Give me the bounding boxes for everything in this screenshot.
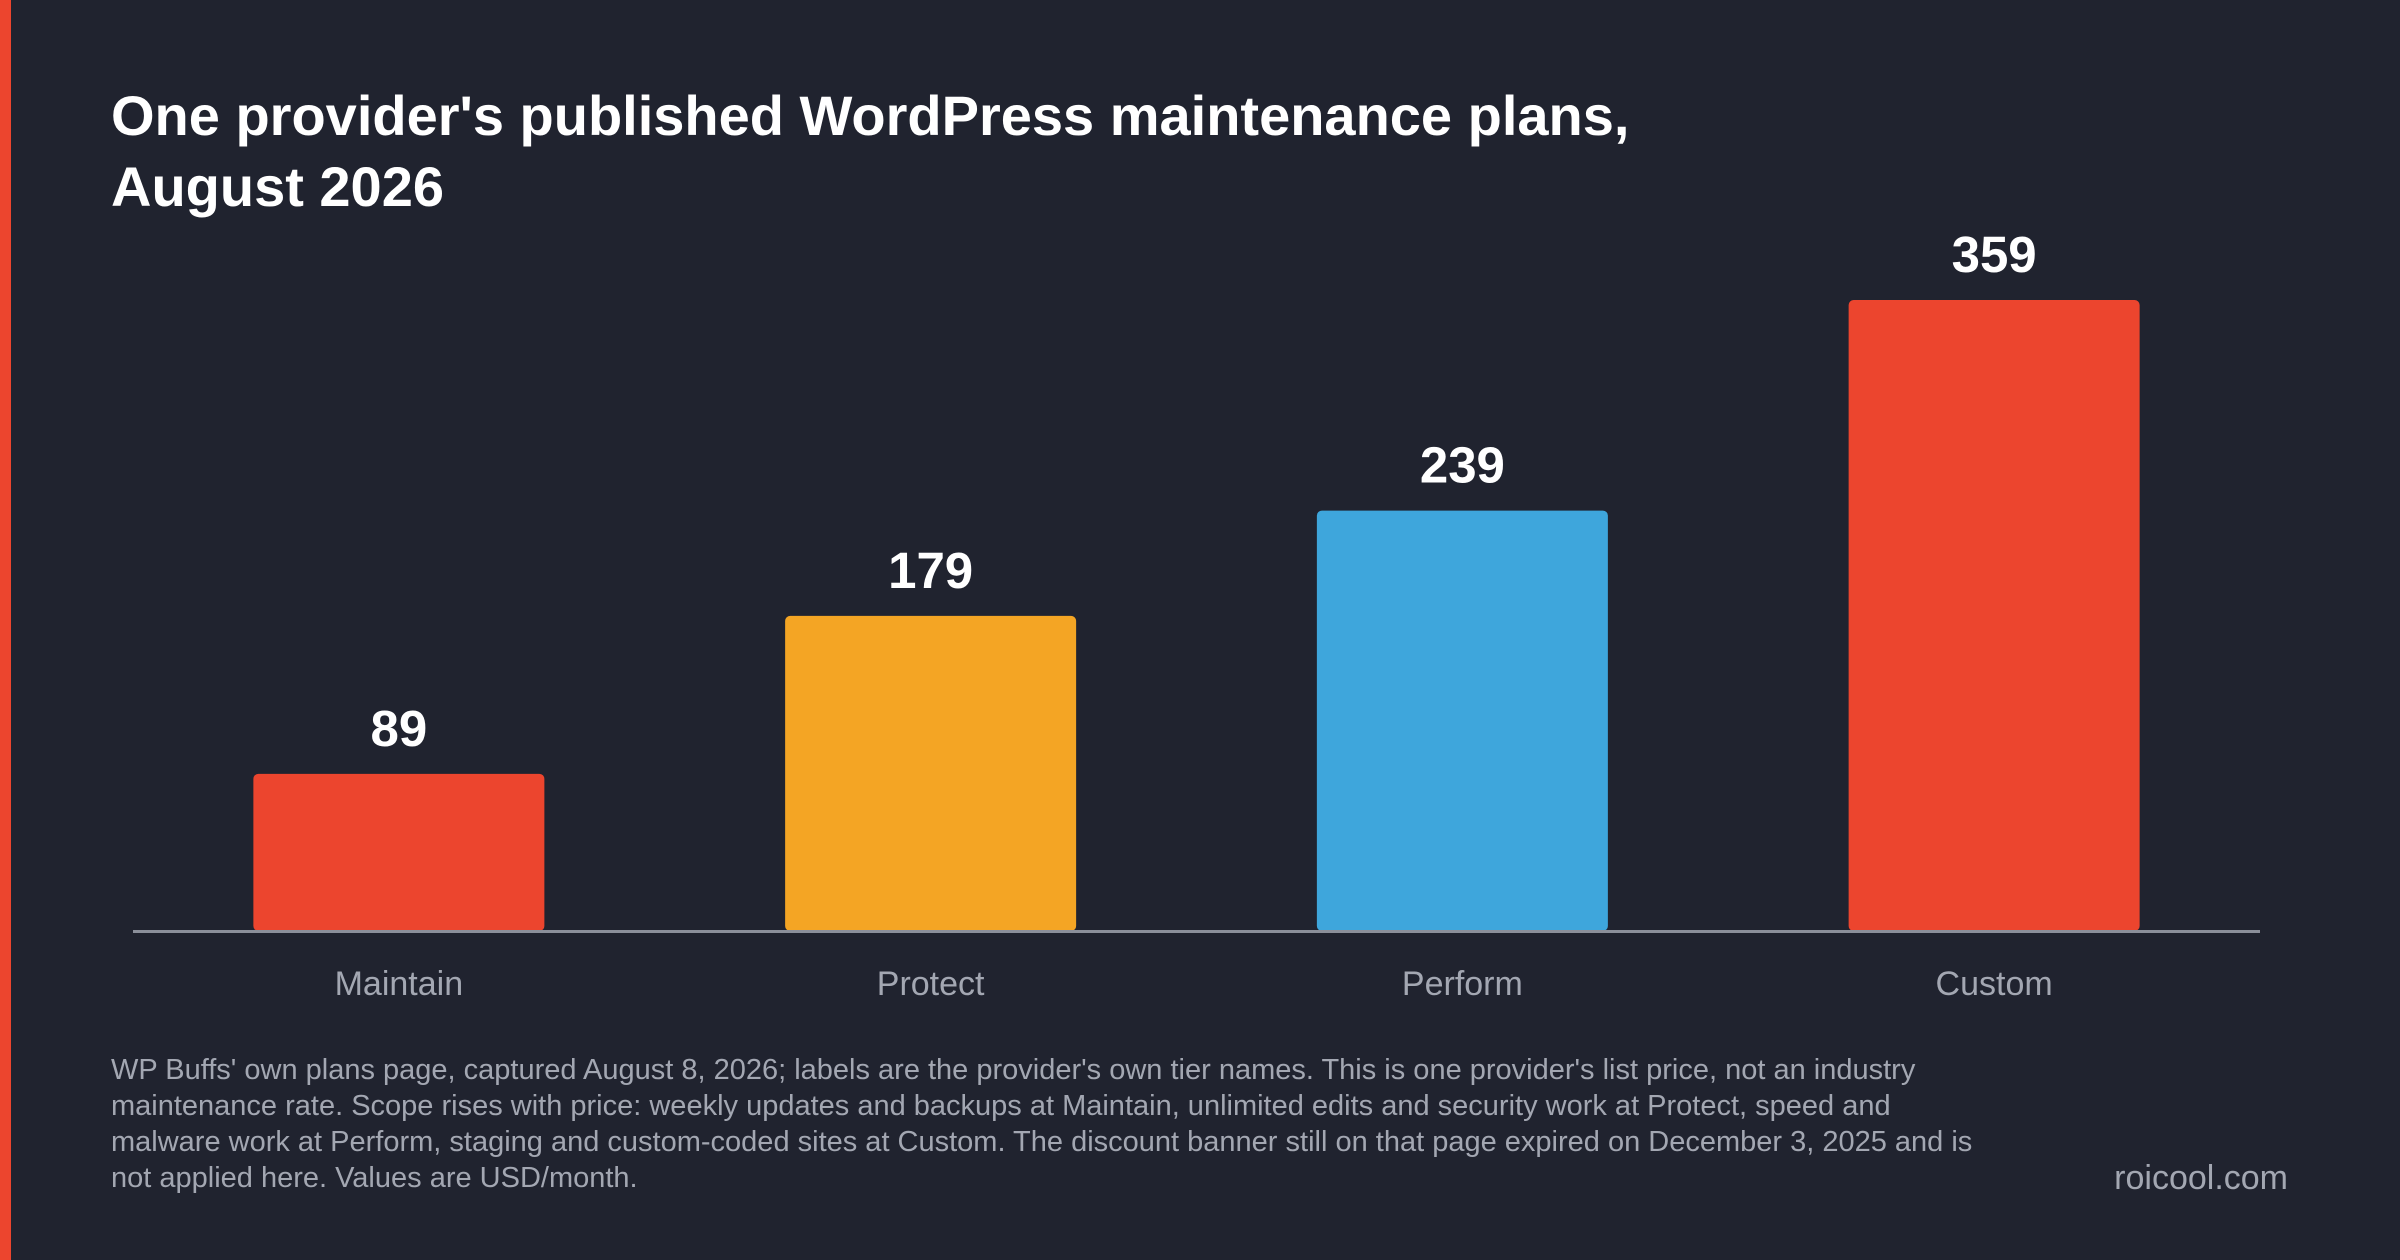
value-label-custom: 359 (1952, 226, 2037, 283)
chart-footnote: WP Buffs' own plans page, captured Augus… (111, 1054, 1973, 1194)
bar-custom (1848, 300, 2140, 931)
value-label-protect: 179 (888, 542, 973, 599)
chart-title: One provider's published WordPress maint… (111, 84, 1630, 218)
x-tick-label-maintain: Maintain (335, 965, 464, 1003)
x-tick-label-protect: Protect (877, 965, 985, 1003)
labels-layer: 89 Maintain 179 Protect 239 Perform 359 Custom (335, 226, 2053, 1003)
bar-maintain (253, 773, 545, 931)
bars-layer (253, 300, 2140, 931)
accent-bar (0, 0, 11, 1260)
x-tick-label-custom: Custom (1936, 965, 2053, 1003)
bar-protect (785, 615, 1077, 931)
value-label-perform: 239 (1420, 437, 1505, 494)
bar-perform (1316, 510, 1608, 931)
value-label-maintain: 89 (371, 700, 428, 757)
x-tick-label-perform: Perform (1402, 965, 1523, 1003)
source-credit: roicool.com (2114, 1159, 2288, 1197)
